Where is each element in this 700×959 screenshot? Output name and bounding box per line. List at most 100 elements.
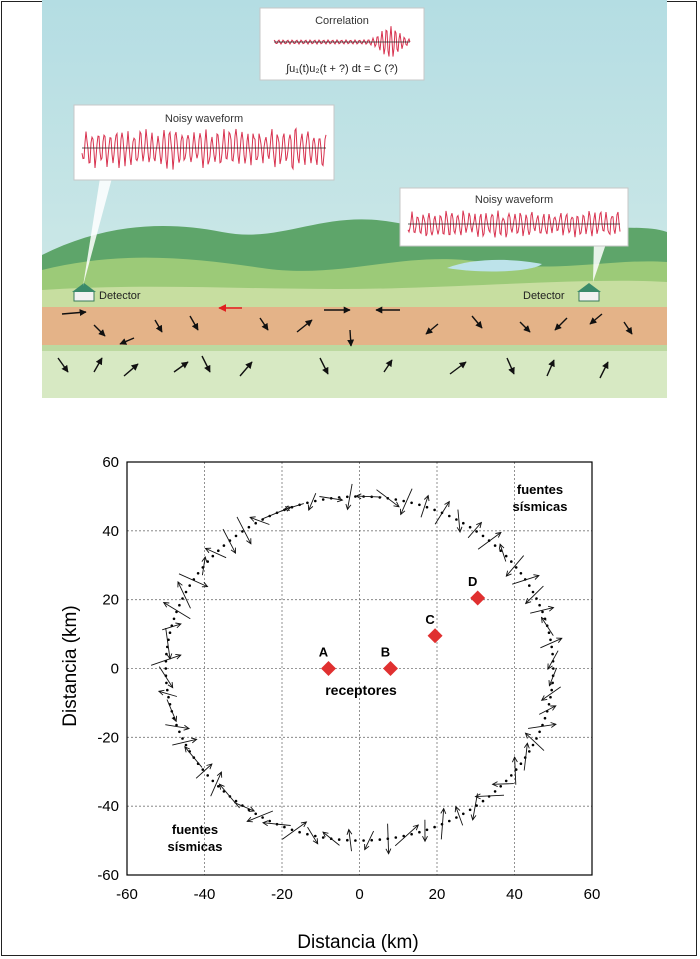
source-arrow [474,793,505,800]
source-arrow [195,763,213,779]
source-point [433,825,436,829]
source-arrow [178,573,209,588]
chart-grid [127,462,592,875]
source-point [547,631,551,634]
receiver-label-b: B [381,645,390,660]
source-point [290,828,294,832]
correlation-box: Correlation ∫u₁(t)u₂(t + ?) dt = C (?) [259,7,425,81]
source-point [201,768,205,771]
source-arrow [394,824,420,847]
source-point [314,499,317,503]
source-point [499,549,503,552]
source-point [425,828,429,832]
source-point [531,590,535,594]
ground-separator [42,345,667,351]
source-arrow [434,500,450,525]
cross-correlation-illustration: Detector Detector Correlation ∫u₁(t)u₂(t… [42,0,667,398]
source-point [394,498,398,501]
source-point [462,812,465,816]
source-point [378,838,382,841]
correlation-formula: ∫u₁(t)u₂(t + ?) dt = C (?) [285,63,398,75]
right-noisy-waveform [407,210,621,238]
source-arrow [399,488,413,516]
source-point [234,534,238,538]
source-arrow [376,489,400,508]
right-callout-pointer [593,238,608,282]
source-point [468,808,472,812]
source-arrow [236,516,252,545]
source-point [410,501,413,505]
source-arrow [385,823,392,855]
source-arrow [177,580,191,609]
source-point [178,603,181,607]
source-arrow [222,528,236,554]
source-point [178,730,181,734]
receiver-label-d: D [468,574,477,589]
source-arrows [150,483,563,855]
x-tick-label: -60 [116,886,138,903]
source-point [550,645,553,649]
source-arrow [166,699,178,723]
source-point [181,597,184,600]
receiver-marker-c [427,628,443,644]
source-arrow [512,574,540,585]
source-arrow [157,689,178,697]
receiver-marker-b [383,661,398,676]
left-waveform-box: Noisy waveform [73,104,335,181]
source-point [455,816,458,819]
source-point [481,799,485,803]
source-arrow [364,830,375,851]
source-point [538,603,541,607]
source-point [337,838,341,841]
source-point [538,730,541,734]
source-point [504,554,508,558]
source-point [402,834,406,838]
source-arrow [454,805,464,826]
source-arrow [505,555,525,577]
source-point [547,703,551,706]
source-point [261,816,264,819]
source-arrow [524,732,545,751]
source-point [211,779,215,783]
source-arrow [210,771,223,797]
source-point [346,495,349,499]
source-arrow [262,506,292,520]
axis-ticks: -60 -40 -20 0 20 40 60 -60 -40 -20 0 20 40 60 [97,454,600,903]
x-tick-label: 20 [429,886,446,903]
right-waveform-title: Noisy waveform [475,194,553,206]
source-point [448,819,451,823]
source-point [418,503,421,507]
source-point [504,779,508,783]
right-detector-label: Detector [523,290,565,302]
source-arrow [548,667,558,687]
source-point [222,544,226,547]
source-arrow [282,821,308,840]
source-point [528,584,531,587]
source-point [531,743,535,747]
source-arrow [498,543,507,562]
source-arrow [470,793,478,821]
source-point [541,610,544,614]
correlation-waveform [273,26,411,57]
receiver-marker-a [321,661,336,676]
source-arrow [523,742,530,771]
source-point [418,830,421,834]
source-point [510,774,513,777]
source-point [184,743,188,747]
source-arrow [530,605,555,614]
source-point [462,521,465,525]
source-arrow [201,556,208,576]
source-arrow [249,516,270,525]
source-point [321,836,325,839]
source-point [549,695,552,699]
source-point [321,498,325,501]
source-point [499,785,503,788]
correlation-title: Correlation [315,15,369,27]
left-callout-pointer [83,178,112,286]
sources-label-top-line2: sísmicas [513,499,568,514]
source-point [165,681,168,685]
source-arrow [420,494,430,518]
source-point [394,836,398,839]
source-point [234,799,238,803]
source-arrow [422,819,428,843]
